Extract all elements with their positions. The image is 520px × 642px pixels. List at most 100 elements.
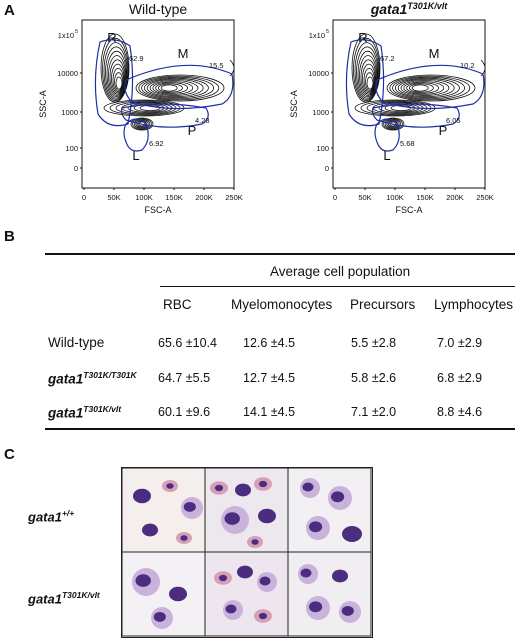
x-tick-label: 0 [82,193,86,202]
plot-title: gata1T301K/vlt [370,1,449,17]
myeloid-nucleus [135,574,151,587]
micrograph-2-1 [121,551,206,637]
x-tick-label: 0 [333,193,337,202]
lymphocyte [133,488,151,504]
table-bottom-rule [45,428,515,430]
plot-frame [332,19,486,189]
contour-m [406,82,440,94]
erythrocyte-nucleus [251,539,259,545]
x-tick-label: 100K [135,193,153,202]
row-label-gene: gata1 [28,591,62,607]
micrograph-grid [121,467,373,638]
contour-r [105,46,128,99]
row-label-gene: gata1 [28,509,62,525]
myeloid-nucleus [225,604,237,614]
x-tick-label: 150K [165,193,183,202]
gate-p [371,103,460,128]
lymphocyte [342,526,362,542]
gate-value-p: 6.05 [446,116,461,125]
lymphocyte [237,565,253,579]
row-label-gene: gata1 [48,405,84,421]
row-label-genotype: T301K/T301K [83,370,137,380]
myeloid-nucleus [309,521,323,533]
contour-m [143,77,209,99]
micrograph-background [204,551,289,637]
contour-r [115,76,123,90]
micrograph-panels [121,467,372,637]
gate-r [345,39,385,127]
myeloid-nucleus [153,611,166,622]
contour-r [357,50,378,98]
micrograph-1-2 [204,467,289,553]
myeloid-nucleus [341,605,354,616]
y-tick-label: 100 [65,144,78,153]
flow-plot-2: gata1T301K/vlt 0 100 1000 10000 1x10 5 SSC-A 0 50… [289,1,494,215]
gate-value-r: 62.9 [129,54,144,63]
x-tick-label: 200K [195,193,213,202]
contour-r [363,68,375,93]
gate-value-m: 10.2 [460,61,475,70]
y-tick-label: 1x10 [58,31,74,40]
y-tick-label: 10000 [57,69,78,78]
contour-r [109,59,126,95]
table-cell: 12.7 ±4.5 [243,371,296,385]
y-tick-label: 1000 [61,108,78,117]
contour-m [141,76,215,100]
plot-title-text: gata1 [370,1,408,17]
erythrocyte-nucleus [258,480,268,488]
density-contours [100,33,235,131]
y-tick-exponent: 5 [75,29,78,35]
lymphocyte [169,586,187,602]
y-tick-label: 1000 [312,108,329,117]
erythrocyte-nucleus [180,535,188,541]
lymphocyte [235,483,251,497]
column-header-precursors: Precursors [350,297,416,312]
gate-l [374,118,400,152]
contour-r [112,68,124,93]
myeloid-nucleus [259,576,271,586]
gate-letter-r: R [358,30,367,45]
contour-l [132,118,152,130]
flow-plot-1: Wild-type 0 100 1000 10000 1x10 5 SSC-A 0 50K 100K… [38,1,243,215]
gate-m [124,64,234,110]
contour-m [155,82,189,94]
y-tick-label: 10000 [308,69,329,78]
x-tick-label: 50K [358,193,371,202]
density-contours [351,33,486,131]
column-header-myelomonocytes: Myelomonocytes [231,297,333,312]
gates [94,39,234,152]
x-tick-label: 250K [225,193,243,202]
gate-letter-l: L [132,148,139,163]
contour-r [103,42,129,100]
myeloid-nucleus [331,491,345,503]
y-tick-label: 0 [325,164,329,173]
gate-value-r: 67.2 [380,54,395,63]
contour-m [152,81,194,95]
contour-l [133,119,151,129]
x-tick-label: 50K [107,193,120,202]
gate-letter-l: L [383,148,390,163]
gates [345,39,485,152]
contour-m [138,75,220,101]
column-header-lymphocytes: Lymphocytes [434,297,514,312]
table-cell: 7.1 ±2.0 [351,405,397,419]
contour-m [135,74,225,102]
myeloid-nucleus [224,512,240,525]
contour-m [392,76,466,100]
gate-letter-p: P [439,123,448,138]
y-tick-label: 100 [316,144,329,153]
contour-m [389,75,471,101]
x-tick-label: 250K [476,193,494,202]
plot-title-superscript: T301K/vlt [407,1,448,11]
contour-r [111,63,125,94]
table-cell: 12.6 ±4.5 [243,336,296,350]
contour-r [351,33,381,103]
table-caption: Average cell population [270,264,411,279]
micrograph-2-3 [287,551,372,637]
gate-l [123,118,149,152]
x-axis-label: FSC-A [396,205,423,215]
contour-r [102,37,129,102]
y-axis-label: SSC-A [289,90,299,118]
x-tick-label: 100K [386,193,404,202]
